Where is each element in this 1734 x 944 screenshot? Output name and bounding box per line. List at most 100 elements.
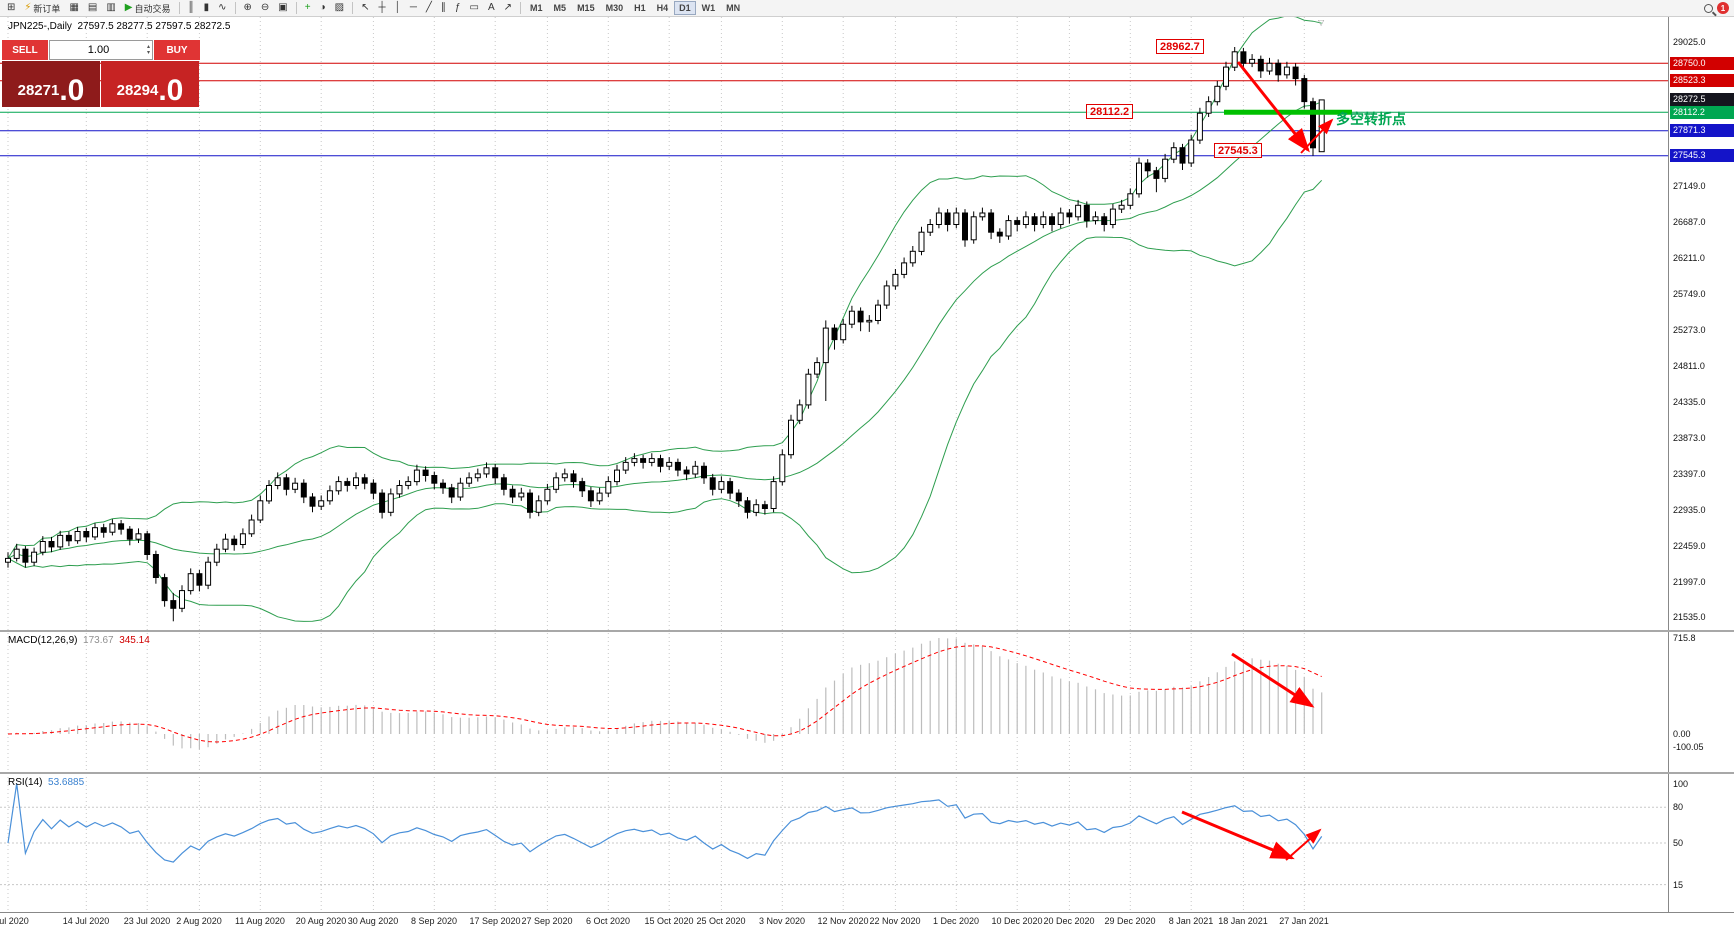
spinner-up-icon[interactable]: ▴ [146, 44, 150, 50]
toolbar: ⊞ ⚡ 新订单 ▦ ▤ ▥ ▶ 自动交易 ║ ▮ ∿ ⊕ ⊖ ▣ + ◑ ▨ ↖ ┼ │ ─ ╱ ∥ ƒ ▭ A ↗ M1 M5 M15 M… [0, 0, 1734, 17]
date-axis-label: 10 Dec 2020 [991, 916, 1043, 926]
line-chart-button[interactable]: ∿ [214, 1, 230, 16]
rsi-axis-label: 80 [1673, 802, 1684, 812]
channel-button[interactable]: ∥ [437, 1, 450, 16]
notification-badge[interactable]: 1 [1717, 2, 1729, 14]
ask-price-panel[interactable]: 28294.0 [101, 61, 199, 107]
indicators-button[interactable]: + [301, 1, 315, 16]
new-order-icon: ⚡ [24, 2, 32, 13]
periods-button[interactable]: ◑ [316, 1, 330, 16]
annotation-arrow[interactable] [1236, 61, 1310, 153]
indicators-icon: + [304, 2, 311, 13]
bid-price-frac: .0 [59, 73, 85, 107]
annotation-arrow[interactable] [1300, 118, 1334, 154]
shapes-button[interactable]: ▭ [466, 1, 483, 16]
shapes-icon: ▭ [469, 2, 479, 13]
date-axis-label: 20 Aug 2020 [295, 916, 347, 926]
candlestick-chart-button[interactable]: ▮ [200, 1, 214, 16]
new-chart-button[interactable]: ⊞ [3, 1, 19, 16]
price-level-label-blue: 27545.3 [1670, 149, 1734, 162]
terminal-button[interactable]: ▥ [102, 1, 119, 16]
rsi-line [7, 783, 1323, 863]
chart-ohlc-values: 27597.5 28277.5 27597.5 28272.5 [77, 21, 231, 32]
terminal-icon: ▥ [106, 2, 116, 13]
cursor-button[interactable]: ↖ [357, 1, 373, 16]
new-order-button-label: 新订单 [33, 3, 61, 14]
timeframe-h1-button[interactable]: H1 [634, 3, 646, 13]
annotation-arrow[interactable] [1285, 828, 1322, 861]
horizontal-line-button[interactable]: ─ [406, 1, 421, 16]
toolbar-separator [234, 2, 236, 14]
vertical-line-button[interactable]: │ [391, 1, 405, 16]
timeframe-m15-button[interactable]: M15 [577, 3, 595, 13]
volume-input[interactable]: 1.00 ▴ ▾ [49, 40, 153, 60]
macd-pane[interactable] [7, 638, 1323, 750]
trend-arrows[interactable] [1181, 61, 1352, 861]
zoom-out-button[interactable]: ⊖ [257, 1, 273, 16]
pane-separator[interactable] [0, 630, 1734, 632]
search-icon[interactable] [1704, 3, 1713, 13]
vertical-grid [7, 17, 1305, 912]
annotation-arrow[interactable] [1181, 810, 1295, 860]
timeframe-h4-button[interactable]: H4 [656, 3, 669, 13]
pane-separator[interactable] [0, 772, 1734, 774]
spinner-down-icon[interactable]: ▾ [146, 50, 150, 56]
timeframe-mn-button[interactable]: MN [726, 3, 741, 13]
timeframe-m30-button[interactable]: M30 [605, 3, 624, 13]
volume-spinner[interactable]: ▴ ▾ [147, 44, 152, 56]
rsi-axis-label: 100 [1673, 779, 1689, 789]
macd-axis-label: 0.00 [1673, 729, 1691, 739]
bid-price-panel[interactable]: 28271.0 [2, 61, 100, 107]
zoom-in-button[interactable]: ⊕ [240, 1, 256, 16]
price-axis[interactable]: 29025.0 27149.0 26687.0 26211.0 25749.0 25273… [1668, 17, 1734, 912]
volume-value: 1.00 [87, 44, 110, 56]
toolbar-right: 1 [1704, 2, 1731, 14]
chart-ohlc-header: JPN225-,Daily 27597.5 28277.5 27597.5 28… [8, 21, 230, 32]
crosshair-button[interactable]: ┼ [374, 1, 389, 16]
timeframe-d1-button[interactable]: D1 [674, 1, 696, 15]
trendline-icon: ╱ [425, 2, 432, 13]
price-axis-label: 22459.0 [1673, 541, 1706, 551]
price-level-label-green: 28112.2 [1670, 106, 1734, 119]
fibonacci-button[interactable]: ƒ [451, 1, 465, 16]
timeframe-m5-button[interactable]: M5 [553, 3, 567, 13]
rsi-axis-label: 15 [1673, 880, 1684, 890]
new-order-button[interactable]: ⚡ 新订单 [20, 1, 64, 16]
price-axis-label: 21535.0 [1673, 612, 1706, 622]
autotrading-button[interactable]: ▶ 自动交易 [121, 1, 175, 16]
buy-button[interactable]: BUY [154, 40, 200, 60]
timeframe-w1-button[interactable]: W1 [701, 3, 716, 13]
rsi-pane[interactable] [0, 783, 1668, 886]
autotrading-icon: ▶ [124, 2, 133, 13]
annotation-arrow[interactable] [1231, 652, 1315, 708]
zoom-in-icon: ⊕ [243, 2, 252, 13]
price-axis-label: 24335.0 [1673, 397, 1706, 407]
candlestick-chart-icon: ▮ [203, 2, 210, 13]
main-price-pane[interactable] [0, 16, 1668, 622]
chart-symbol-period: JPN225-,Daily [8, 21, 72, 32]
toolbar-separator [178, 2, 180, 14]
date-axis[interactable]: 1 Jul 2020 14 Jul 2020 23 Jul 2020 2 Aug 20… [0, 914, 1668, 930]
trendline-button[interactable]: ╱ [422, 1, 436, 16]
chart-shift-marker[interactable]: ▽ [1318, 18, 1325, 27]
tile-windows-button[interactable]: ▣ [274, 1, 291, 16]
macd-histogram [16, 638, 1323, 750]
market-watch-icon: ▤ [87, 2, 98, 13]
price-level-label-red: 28750.0 [1670, 57, 1734, 70]
price-level-label-red: 28523.3 [1670, 74, 1734, 87]
templates-button[interactable]: ▨ [331, 1, 348, 16]
text-button[interactable]: A [484, 1, 499, 16]
date-axis-label: 11 Aug 2020 [235, 916, 285, 926]
candlestick-series [5, 47, 1325, 622]
market-watch-button[interactable]: ▤ [84, 1, 101, 16]
date-axis-label: 2 Aug 2020 [176, 916, 222, 926]
arrows-button[interactable]: ↗ [500, 1, 516, 16]
zoom-out-icon: ⊖ [260, 2, 270, 13]
sell-button[interactable]: SELL [2, 40, 48, 60]
bar-chart-button[interactable]: ║ [184, 1, 199, 16]
date-axis-label: 8 Sep 2020 [410, 916, 458, 926]
chart-profiles-button[interactable]: ▦ [65, 1, 82, 16]
timeframe-m1-button[interactable]: M1 [530, 3, 543, 13]
price-axis-label: 24811.0 [1673, 361, 1705, 371]
